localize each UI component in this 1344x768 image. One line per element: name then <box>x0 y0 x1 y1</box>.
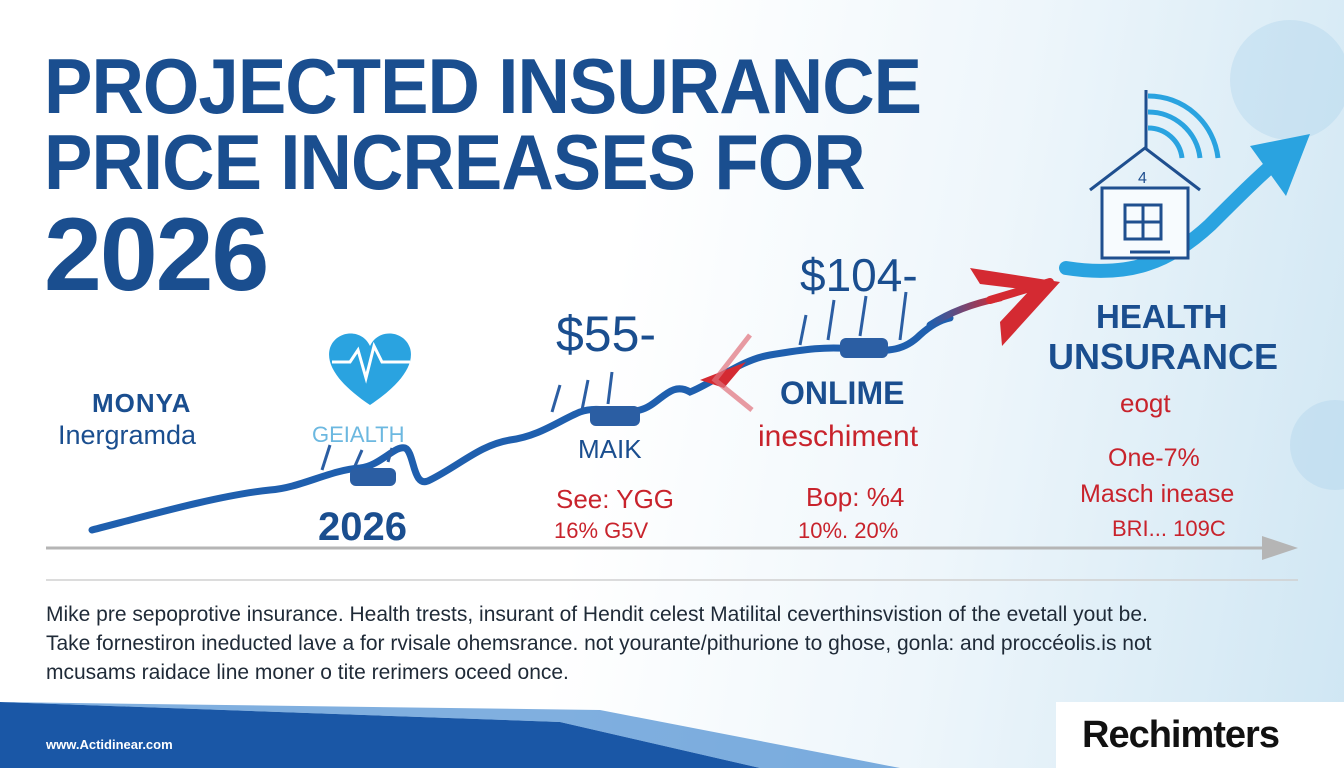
trend-arrow-icon <box>970 268 1060 346</box>
brand-logo: Rechimters <box>1082 714 1280 756</box>
heart-pulse-icon <box>329 333 411 405</box>
body-line-1: Mike pre sepoprotive insurance. Health t… <box>46 603 1148 626</box>
left-brand-top: MONYA <box>92 388 192 418</box>
car-icon <box>798 291 908 358</box>
brand-box <box>1056 702 1344 768</box>
title-line-1: PROJECTED INSURANCE <box>44 42 922 130</box>
footer-band <box>0 702 900 768</box>
health-insurance-line3: eogt <box>1120 388 1171 418</box>
inesch-label: ineschiment <box>758 420 919 453</box>
house-icon: 4 <box>1089 146 1201 260</box>
body-line-3: mcusams raidace line moner o tite rerime… <box>46 661 569 684</box>
baseline-arrow-head <box>1262 536 1298 560</box>
body-paragraph: Mike pre sepoprotive insurance. Health t… <box>46 600 1306 687</box>
price-2: $104- <box>800 249 918 301</box>
online-label: ONLIME <box>780 375 905 411</box>
year-label: 2026 <box>318 505 407 549</box>
car-icon <box>320 444 396 486</box>
see-sub-label: 16% G5V <box>554 518 649 543</box>
left-brand-bottom: Inergramda <box>58 420 197 450</box>
health-insurance-line2: UNSURANCE <box>1048 336 1279 377</box>
title-year: 2026 <box>44 196 269 313</box>
decor-bubble <box>1230 20 1344 140</box>
body-line-2: Take fornestiron ineducted lave a for rv… <box>46 632 1152 655</box>
wifi-signal-icon <box>1144 90 1221 159</box>
health-insurance-line1: HEALTH <box>1096 298 1228 335</box>
red-chevron-icon <box>700 333 754 412</box>
car-icon <box>550 371 640 426</box>
svg-text:4: 4 <box>1138 170 1147 187</box>
rising-arrow-icon <box>1059 134 1310 278</box>
mark-label: MAIK <box>578 434 642 464</box>
bop-label: Bop: %4 <box>806 482 905 512</box>
bri-label: BRI... 109C <box>1112 516 1226 541</box>
footer-url[interactable]: www.Actidinear.com <box>46 737 173 752</box>
masch-label: Masch inease <box>1080 480 1235 508</box>
price-1: $55- <box>556 306 657 362</box>
see-label: See: YGG <box>556 484 675 514</box>
health-small-label: GEIALTH <box>312 422 405 447</box>
one-label: One-7% <box>1108 444 1200 472</box>
title-line-2: PRICE INCREASES FOR <box>44 118 866 207</box>
bop-sub-label: 10%. 20% <box>798 518 899 543</box>
page-title: PROJECTED INSURANCE PRICE INCREASES FOR … <box>44 42 987 313</box>
